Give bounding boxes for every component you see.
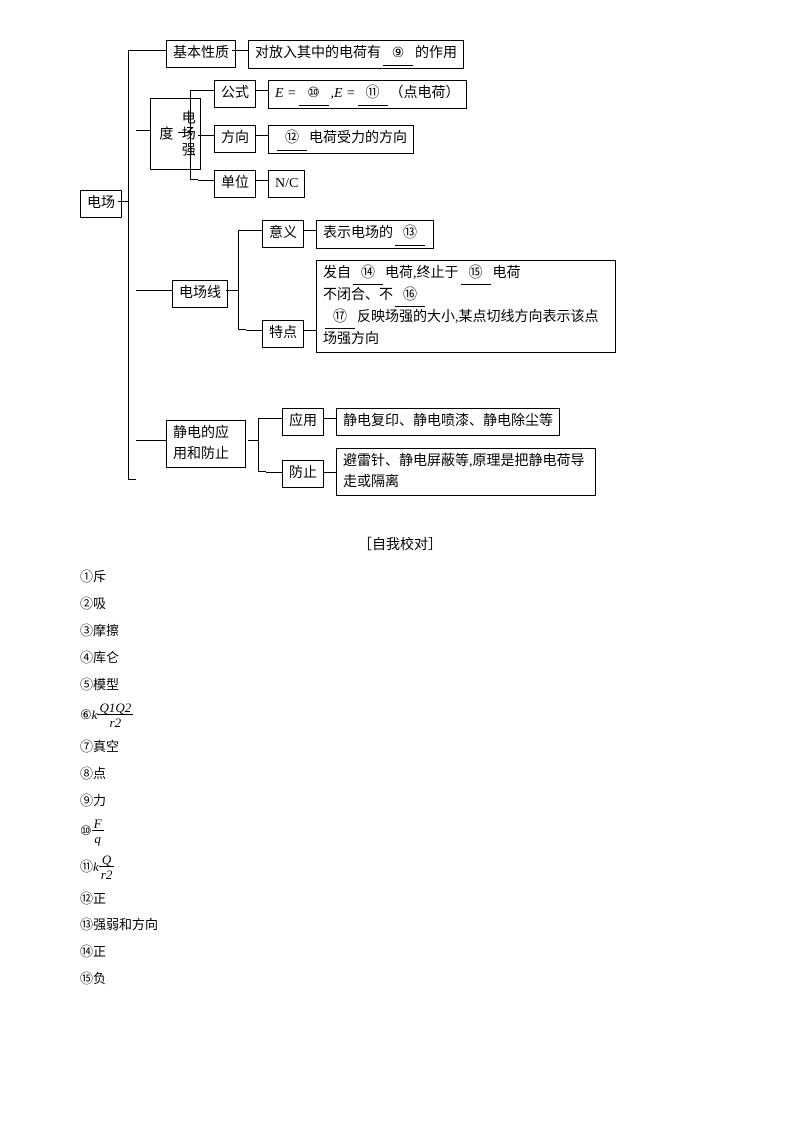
answer-item: ⑧点 xyxy=(80,764,720,785)
text: （点电荷） xyxy=(390,86,460,101)
branch1-label: 基本性质 xyxy=(166,40,236,68)
branch3-sub1-label: 意义 xyxy=(262,220,304,248)
blank: ⑩ xyxy=(299,83,329,106)
answer-item: ⑥kQ1Q2r2 xyxy=(80,701,720,731)
connector xyxy=(232,50,248,51)
connector xyxy=(304,330,316,331)
connector xyxy=(256,180,268,181)
concept-diagram: 电场 基本性质 对放入其中的电荷有⑨的作用 电场强度 公式 E =⑩,E =⑪（… xyxy=(80,40,720,520)
text: 对放入其中的电荷有 xyxy=(255,46,381,61)
connector xyxy=(198,135,214,136)
branch4-sub1-content: 静电复印、静电喷漆、静电除尘等 xyxy=(336,408,560,436)
answer-item: ⑬强弱和方向 xyxy=(80,915,720,936)
answer-item: ①斥 xyxy=(80,567,720,588)
answer-item: ⑦真空 xyxy=(80,737,720,758)
blank: ⑨ xyxy=(383,43,413,66)
text: 的作用 xyxy=(415,46,457,61)
branch2-sub1-content: E =⑩,E =⑪（点电荷） xyxy=(268,80,467,109)
connector xyxy=(266,418,282,419)
blank: ⑮ xyxy=(461,263,491,285)
branch2-sub1-label: 公式 xyxy=(214,80,256,108)
connector xyxy=(324,472,336,473)
connector xyxy=(136,50,166,51)
branch3-sub2-label: 特点 xyxy=(262,320,304,348)
blank: ⑭ xyxy=(353,263,383,285)
branch3-sub1-content: 表示电场的⑬ xyxy=(316,220,434,249)
answer-item: ③摩擦 xyxy=(80,621,720,642)
answer-item: ⑪kQr2 xyxy=(80,853,720,883)
answer-item: ⑮负 xyxy=(80,969,720,990)
connector xyxy=(178,132,190,133)
branch4-sub1-label: 应用 xyxy=(282,408,324,436)
answer-item: ⑤模型 xyxy=(80,675,720,696)
blank: ⑬ xyxy=(395,223,425,246)
connector xyxy=(256,90,268,91)
connector xyxy=(226,290,238,291)
text: E = xyxy=(275,86,297,101)
branch1-content: 对放入其中的电荷有⑨的作用 xyxy=(248,40,464,69)
answer-item: ②吸 xyxy=(80,594,720,615)
connector xyxy=(304,230,316,231)
blank: ⑰ xyxy=(325,307,355,329)
answers-list: ①斥 ②吸 ③摩擦 ④库仑 ⑤模型 ⑥kQ1Q2r2 ⑦真空 ⑧点 ⑨力 ⑩Fq… xyxy=(80,567,720,989)
text: 不闭合、不 xyxy=(323,288,393,303)
blank: ⑫ xyxy=(277,128,307,151)
answer-item: ⑨力 xyxy=(80,791,720,812)
connector xyxy=(246,230,262,231)
connector xyxy=(136,290,172,291)
text: 电荷 xyxy=(493,266,521,281)
answer-item: ⑭正 xyxy=(80,942,720,963)
text: 表示电场的 xyxy=(323,226,393,241)
connector xyxy=(324,418,336,419)
connector xyxy=(266,472,282,473)
answer-item: ⑫正 xyxy=(80,889,720,910)
branch2-sub2-content: ⑫电荷受力的方向 xyxy=(268,125,414,154)
branch4-sub2-label: 防止 xyxy=(282,460,324,488)
answers-title: ［自我校对］ xyxy=(80,535,720,557)
connector xyxy=(246,330,262,331)
branch3-bracket xyxy=(238,230,246,330)
branch3-label: 电场线 xyxy=(172,280,228,308)
connector xyxy=(256,135,268,136)
connector xyxy=(136,440,166,441)
text: 发自 xyxy=(323,266,351,281)
answer-item: ⑩Fq xyxy=(80,817,720,847)
branch2-sub3-label: 单位 xyxy=(214,170,256,198)
branch2-bracket xyxy=(190,90,198,180)
branch2-sub2-label: 方向 xyxy=(214,125,256,153)
branch4-bracket xyxy=(258,418,266,472)
text: ,E = xyxy=(331,86,356,101)
connector xyxy=(136,130,150,131)
branch4-sub2-content: 避雷针、静电屏蔽等,原理是把静电荷导走或隔离 xyxy=(336,448,596,496)
blank: ⑯ xyxy=(395,285,425,307)
connector xyxy=(118,201,128,202)
connector xyxy=(198,180,214,181)
branch4-label: 静电的应用和防止 xyxy=(166,420,246,468)
answer-item: ④库仑 xyxy=(80,648,720,669)
branch3-sub2-content: 发自⑭电荷,终止于⑮电荷 不闭合、不⑯ ⑰反映场强的大小,某点切线方向表示该点场… xyxy=(316,260,616,353)
root-node: 电场 xyxy=(80,190,122,218)
connector xyxy=(248,440,258,441)
text: 电荷,终止于 xyxy=(385,266,459,281)
blank: ⑪ xyxy=(358,83,388,106)
text: 反映场强的大小,某点切线方向表示该点场强方向 xyxy=(323,310,599,347)
connector xyxy=(198,90,214,91)
text: 电荷受力的方向 xyxy=(309,131,407,146)
branch2-sub3-content: N/C xyxy=(268,170,305,198)
root-bracket xyxy=(128,50,136,480)
